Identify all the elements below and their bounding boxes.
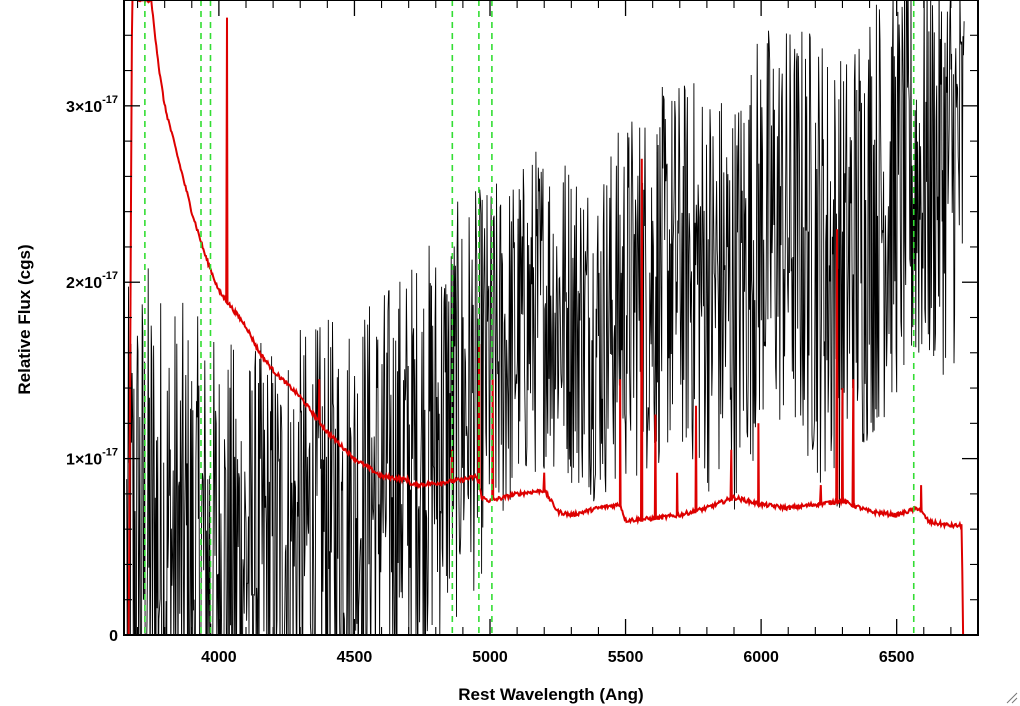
- axis-ticks: 4000 4500 5000 5500 6000 6500 0 1×10-17 2×10-17 3…: [66, 0, 979, 666]
- x-tick-label: 4000: [201, 649, 237, 666]
- x-tick-label: 4500: [337, 649, 373, 666]
- x-tick-label: 6000: [743, 649, 779, 666]
- series-line-1: [125, 0, 978, 635]
- x-tick-label: 5500: [608, 649, 644, 666]
- y-tick-label: 0: [109, 628, 118, 645]
- series-line-0: [126, 0, 965, 635]
- y-axis-title: Relative Flux (cgs): [15, 244, 34, 394]
- x-axis-title: Rest Wavelength (Ang): [458, 685, 643, 704]
- y-tick-label: 2×10-17: [66, 270, 118, 292]
- y-tick-label: 3×10-17: [66, 94, 118, 116]
- emission-line-markers: [144, 0, 915, 635]
- series-layer: [125, 0, 978, 635]
- y-tick-label: 1×10-17: [66, 447, 118, 469]
- x-tick-label: 5000: [472, 649, 508, 666]
- resize-grip-icon[interactable]: [1004, 690, 1018, 704]
- x-tick-label: 6500: [879, 649, 915, 666]
